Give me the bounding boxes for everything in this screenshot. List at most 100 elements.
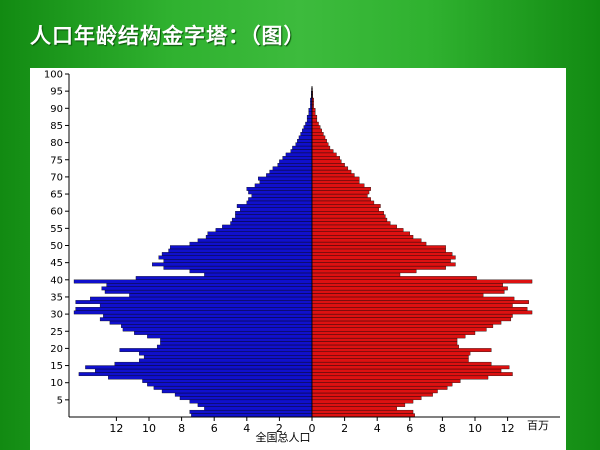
bar-left-age-50 [189, 241, 313, 246]
bar-left-age-73 [277, 163, 313, 167]
y-tick-label-70: 70 [50, 172, 63, 183]
bar-left-age-12 [78, 372, 313, 377]
y-tick-label-40: 40 [50, 275, 63, 286]
bar-left-age-24 [134, 331, 313, 335]
bar-right-age-39 [311, 279, 533, 284]
x-axis-unit: 百万 [527, 419, 549, 432]
bar-right-age-76 [311, 152, 337, 157]
bar-right-age-79 [311, 142, 329, 147]
bar-right-age-66 [311, 187, 371, 191]
bar-left-age-48 [168, 248, 313, 253]
y-tick-label-65: 65 [50, 190, 63, 201]
bar-right-age-36 [311, 289, 505, 294]
bar-right-age-15 [311, 361, 492, 366]
bar-right-age-62 [311, 200, 375, 205]
bar-right-age-21 [311, 341, 458, 346]
slide-title: 人口年龄结构金字塔：（图） [30, 24, 306, 48]
bar-right-age-31 [311, 307, 528, 311]
bar-left-age-60 [240, 207, 313, 212]
bar-right-age-9 [311, 382, 453, 387]
bar-right-age-56 [311, 221, 391, 226]
bar-left-age-3 [197, 403, 313, 407]
bar-right-age-50 [311, 241, 427, 246]
bar-left-age-68 [259, 180, 313, 184]
bar-right-age-44 [311, 262, 456, 267]
bar-left-age-61 [236, 204, 313, 208]
bar-left-age-86 [306, 118, 313, 123]
x-tick-label-6: 0 [309, 422, 316, 435]
bar-left-age-38 [106, 283, 313, 287]
bar-left-age-41 [204, 272, 313, 277]
bar-left-age-39 [73, 279, 313, 284]
bar-right-age-57 [311, 217, 388, 222]
bar-left-age-0 [191, 413, 313, 418]
y-tick-label-30: 30 [50, 310, 63, 321]
bar-left-age-80 [297, 138, 313, 143]
bar-left-age-66 [246, 187, 313, 191]
y-tick-label-55: 55 [50, 224, 63, 235]
bar-left-age-88 [308, 111, 313, 116]
bar-right-age-87 [311, 114, 318, 119]
bar-left-age-8 [153, 385, 313, 390]
bar-left-age-54 [215, 228, 313, 232]
bar-left-age-69 [258, 176, 313, 181]
bar-left-age-82 [300, 132, 313, 136]
bar-right-age-11 [311, 375, 489, 380]
bar-left-age-45 [163, 259, 313, 263]
bar-right-age-54 [311, 228, 404, 232]
x-tick-label-3: 6 [211, 422, 218, 435]
bar-right-age-86 [311, 118, 318, 123]
bar-left-age-33 [75, 300, 313, 304]
y-tick-label-90: 90 [50, 104, 63, 115]
bar-left-age-17 [143, 355, 313, 359]
axes-group: 5101520253035404550556065707580859095100… [44, 70, 560, 435]
y-tick-label-95: 95 [50, 87, 63, 98]
y-tick-label-50: 50 [50, 241, 63, 252]
bar-left-age-84 [303, 125, 313, 130]
bar-right-age-8 [311, 385, 448, 390]
bar-left-age-51 [197, 238, 313, 243]
bar-right-age-45 [311, 259, 451, 263]
bar-right-age-81 [311, 135, 326, 140]
bar-left-age-58 [235, 214, 313, 219]
bar-left-age-28 [99, 317, 313, 322]
bar-left-age-62 [246, 200, 313, 205]
y-tick-label-100: 100 [44, 70, 63, 81]
bar-left-age-70 [266, 173, 313, 178]
y-tick-label-75: 75 [50, 155, 63, 166]
bar-right-age-0 [311, 413, 415, 418]
bar-left-age-63 [248, 197, 313, 202]
bar-right-age-67 [311, 183, 365, 188]
bar-right-age-80 [311, 138, 327, 143]
bar-left-age-21 [160, 341, 313, 346]
bar-right-age-1 [311, 409, 414, 414]
bar-left-age-44 [152, 262, 313, 267]
x-tick-label-4: 4 [243, 422, 250, 435]
bar-right-age-41 [311, 272, 401, 277]
bar-left-age-6 [174, 392, 313, 397]
bar-left-age-9 [147, 382, 313, 387]
bar-right-age-37 [311, 286, 508, 291]
bar-left-age-7 [161, 389, 313, 394]
bar-left-age-30 [73, 310, 313, 315]
bar-right-age-16 [311, 358, 469, 363]
bar-right-age-32 [311, 303, 513, 308]
bar-left-age-57 [231, 217, 313, 222]
bar-left-age-46 [158, 255, 313, 260]
bar-right-age-24 [311, 331, 476, 335]
bars-group [73, 87, 533, 418]
bar-left-age-18 [139, 351, 313, 356]
bar-right-age-28 [311, 317, 512, 322]
bar-left-age-32 [99, 303, 313, 308]
bar-right-age-52 [311, 235, 414, 239]
bar-left-age-14 [85, 365, 313, 370]
bar-left-age-56 [230, 221, 313, 226]
bar-right-age-83 [311, 128, 322, 133]
x-tick-label-5: 2 [276, 422, 283, 435]
x-axis-label: 全国总人口 [256, 430, 311, 444]
bar-right-age-35 [311, 293, 484, 298]
bar-left-age-53 [207, 231, 313, 236]
bar-right-age-26 [311, 324, 494, 328]
bar-right-age-61 [311, 204, 381, 208]
bar-left-age-67 [254, 183, 313, 188]
